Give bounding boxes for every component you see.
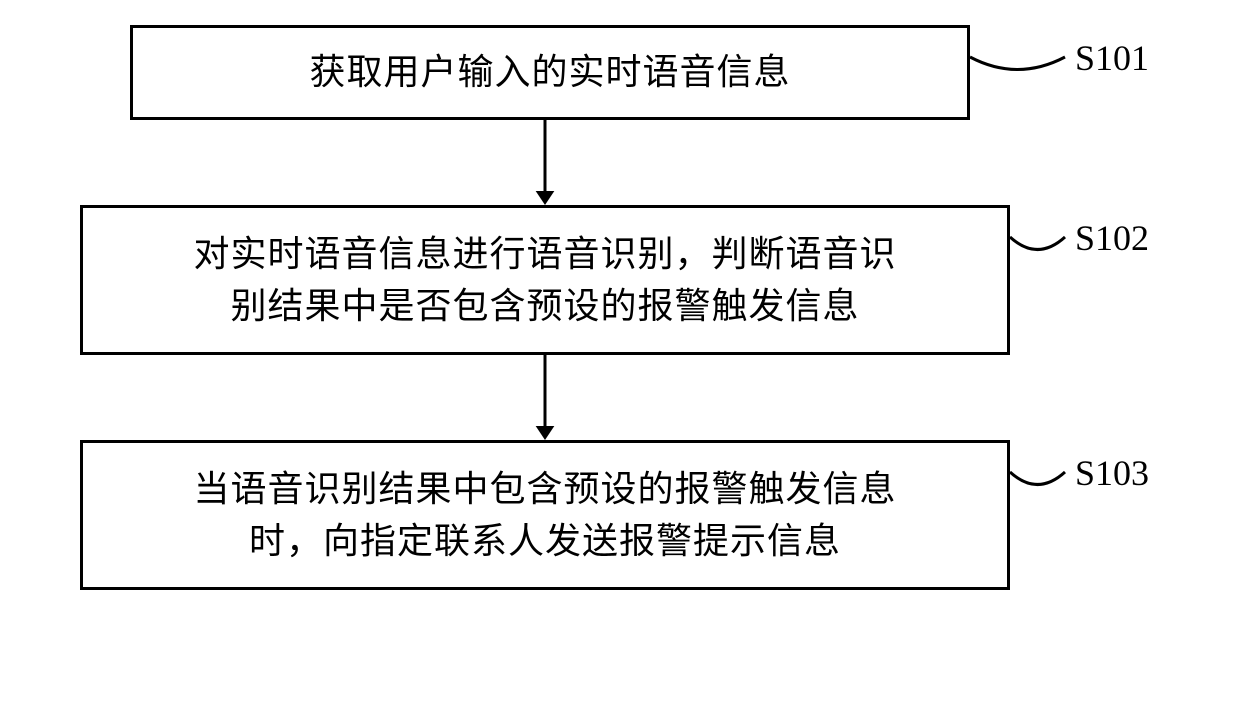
step-text-s103: 当语音识别结果中包含预设的报警触发信息 时，向指定联系人发送报警提示信息 bbox=[193, 463, 896, 567]
step-text-line2-s102: 别结果中是否包含预设的报警触发信息 bbox=[230, 286, 859, 326]
step-text-s101: 获取用户输入的实时语音信息 bbox=[309, 46, 790, 98]
step-label-s103: S103 bbox=[1075, 452, 1149, 494]
arrow-s102-s103 bbox=[525, 355, 565, 440]
arrow-s101-s102 bbox=[525, 120, 565, 205]
flowchart-container: 获取用户输入的实时语音信息 S101 对实时语音信息进行语音识别，判断语音识 别… bbox=[60, 25, 1180, 590]
step-label-s102: S102 bbox=[1075, 217, 1149, 259]
step-box-s101: 获取用户输入的实时语音信息 bbox=[130, 25, 970, 120]
step-text-line1-s102: 对实时语音信息进行语音识别，判断语音识 bbox=[193, 234, 896, 274]
step-text-s102: 对实时语音信息进行语音识别，判断语音识 别结果中是否包含预设的报警触发信息 bbox=[193, 228, 896, 332]
step-text-line1-s103: 当语音识别结果中包含预设的报警触发信息 bbox=[193, 469, 896, 509]
step-text-line2-s103: 时，向指定联系人发送报警提示信息 bbox=[249, 521, 841, 561]
step-box-s102: 对实时语音信息进行语音识别，判断语音识 别结果中是否包含预设的报警触发信息 bbox=[80, 205, 1010, 355]
step-box-s103: 当语音识别结果中包含预设的报警触发信息 时，向指定联系人发送报警提示信息 bbox=[80, 440, 1010, 590]
step-label-s101: S101 bbox=[1075, 37, 1149, 79]
step-text-content-s101: 获取用户输入的实时语音信息 bbox=[309, 52, 790, 92]
